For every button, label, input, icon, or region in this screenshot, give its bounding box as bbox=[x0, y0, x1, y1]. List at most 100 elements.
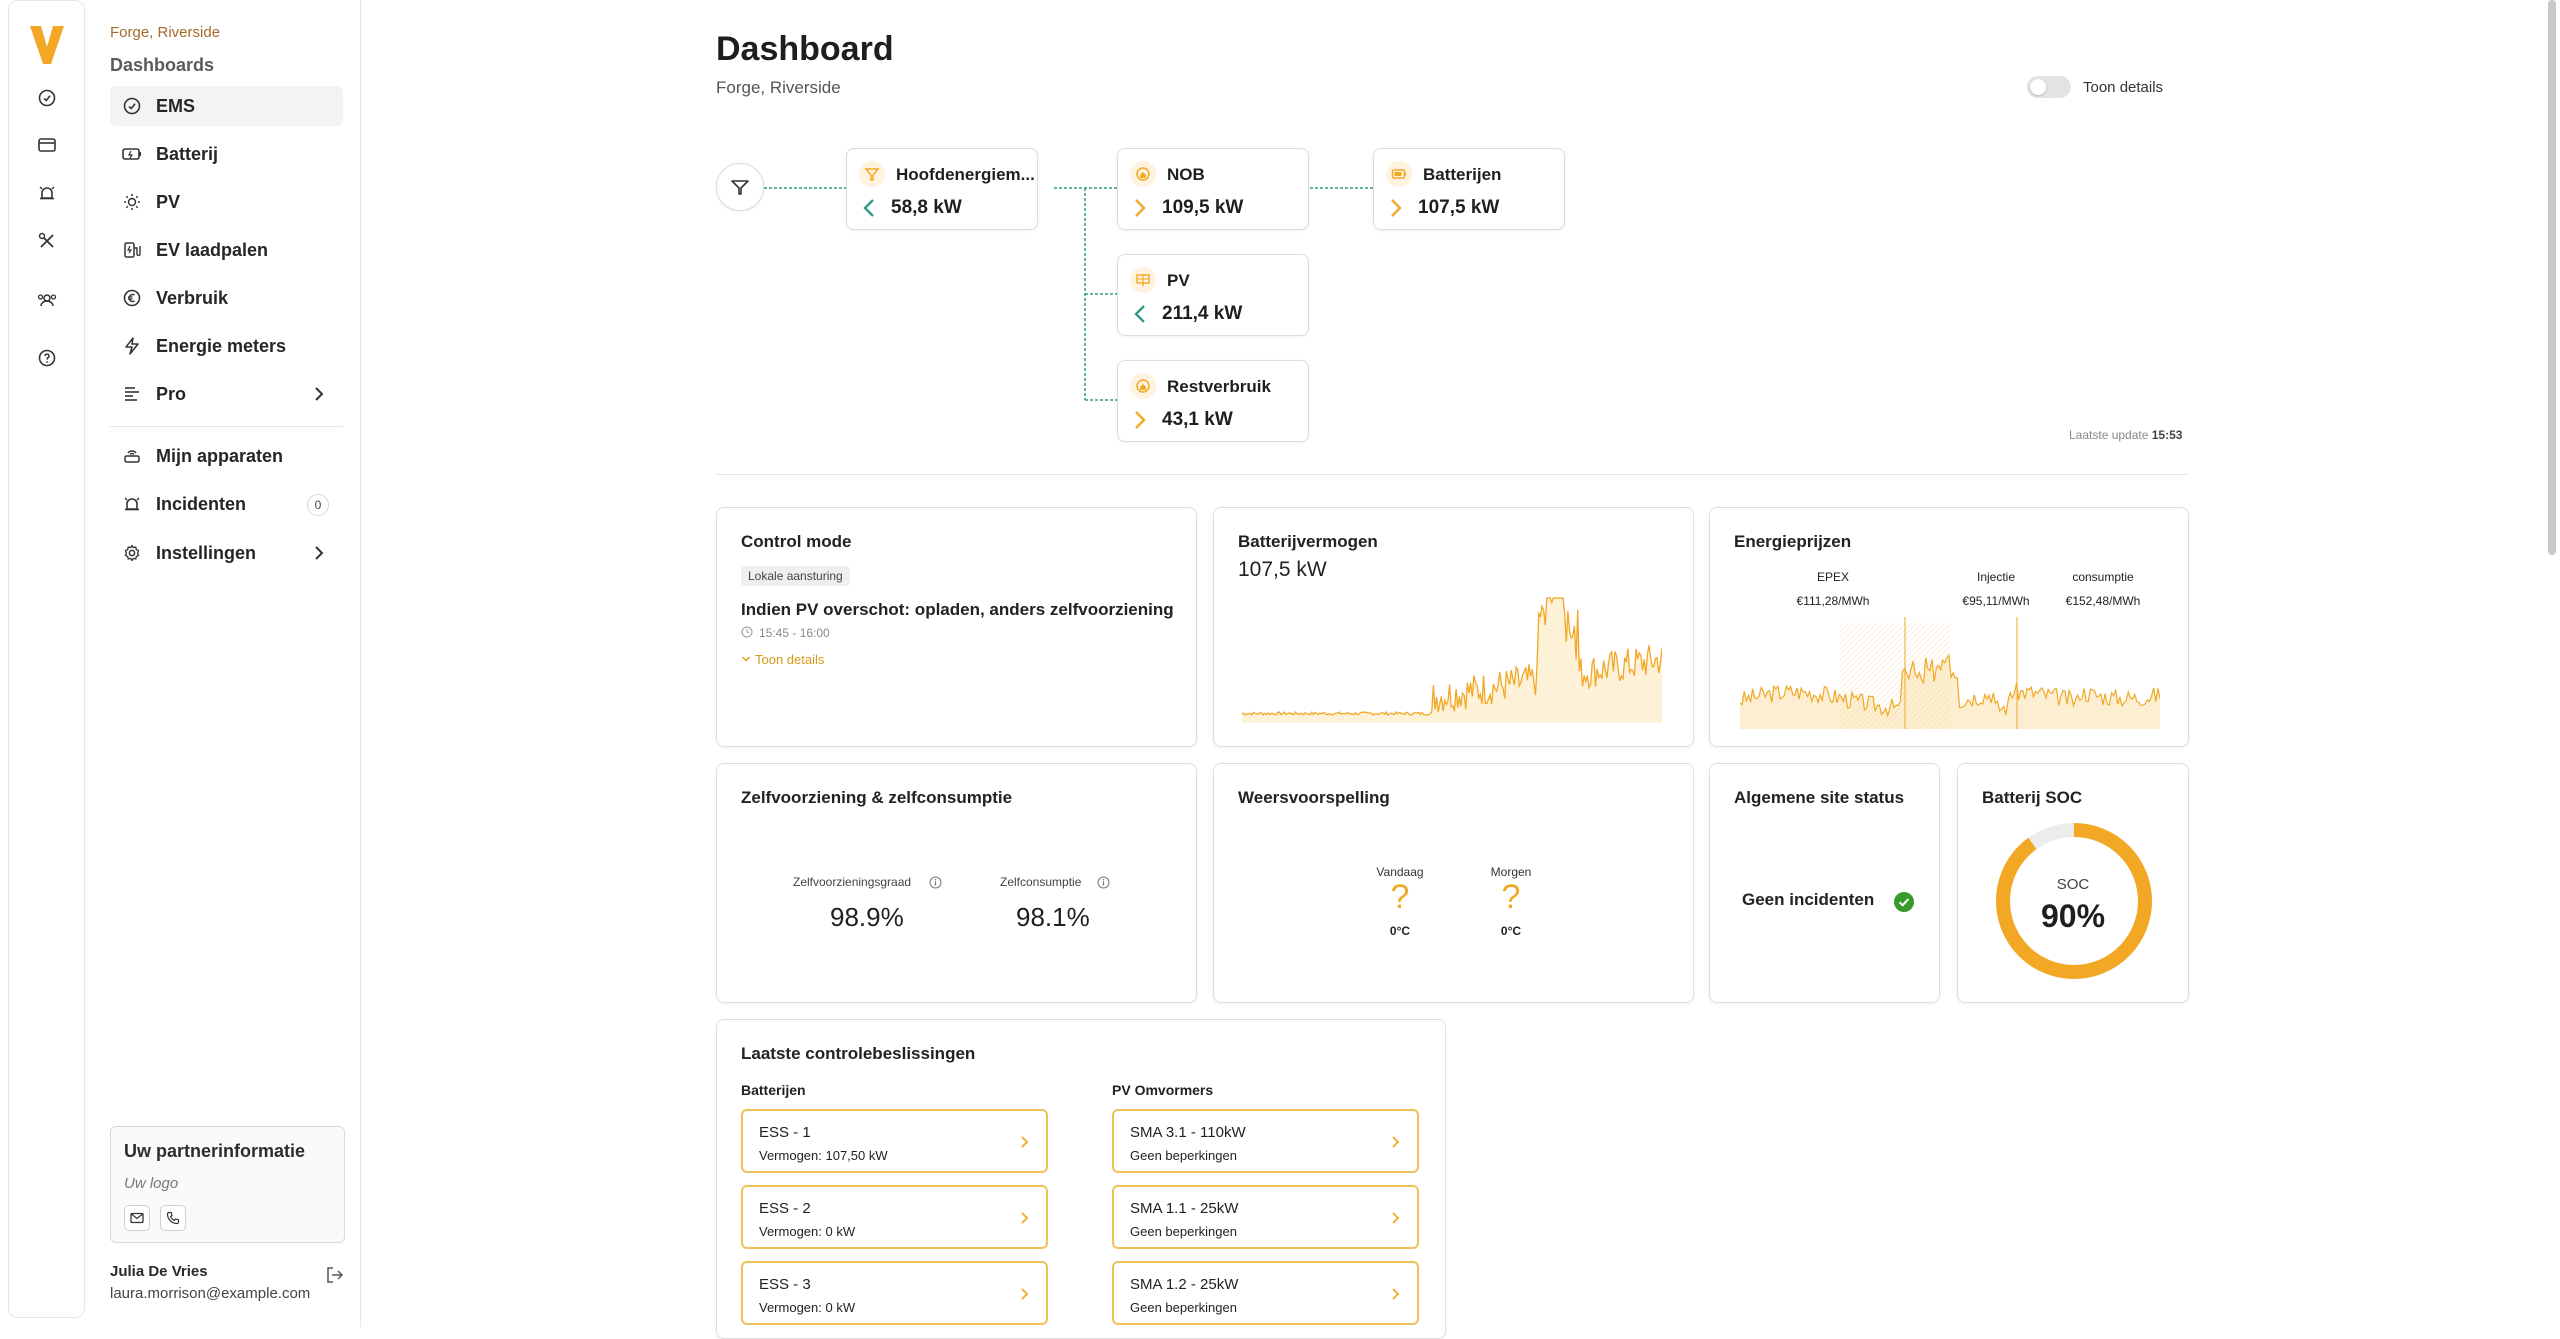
flow-node-title: NOB bbox=[1167, 165, 1205, 184]
flow-node-hoofdenergiemeter[interactable]: Hoofdenergiem... 58,8 kW bbox=[846, 148, 1038, 230]
battery-power-value: 107,5 kW bbox=[1238, 558, 1327, 581]
section-divider bbox=[716, 474, 2188, 475]
partner-info-card: Uw partnerinformatie Uw logo bbox=[110, 1126, 345, 1243]
last-update-label: Laatste update bbox=[2069, 428, 2149, 442]
decision-item-sma-1-1[interactable]: SMA 1.1 - 25kW Geen beperkingen bbox=[1112, 1185, 1419, 1249]
solar-panel-icon bbox=[1130, 267, 1156, 293]
arrow-right-icon bbox=[1135, 411, 1146, 429]
decision-name: ESS - 1 bbox=[759, 1124, 811, 1141]
decision-item-ess-2[interactable]: ESS - 2 Vermogen: 0 kW bbox=[741, 1185, 1048, 1249]
chevron-right-icon bbox=[1392, 1288, 1400, 1300]
flow-node-batterijen[interactable]: Batterijen 107,5 kW bbox=[1373, 148, 1565, 230]
tools-icon[interactable] bbox=[36, 230, 58, 252]
dashboard-icon[interactable] bbox=[36, 87, 58, 109]
battery-soc-card: Batterij SOC SOC 90% bbox=[1957, 763, 2189, 1003]
decision-item-sma-1-2[interactable]: SMA 1.2 - 25kW Geen beperkingen bbox=[1112, 1261, 1419, 1325]
nav-divider bbox=[110, 426, 343, 427]
decision-name: SMA 1.2 - 25kW bbox=[1130, 1276, 1239, 1293]
clock-icon bbox=[741, 626, 753, 638]
icon-rail bbox=[8, 0, 85, 1318]
flow-node-pv[interactable]: PV 211,4 kW bbox=[1117, 254, 1309, 336]
last-update-time: 15:53 bbox=[2151, 428, 2183, 442]
injectie-value: €95,11/MWh bbox=[1962, 594, 2030, 608]
arrow-right-icon bbox=[1391, 199, 1402, 217]
decision-detail: Geen beperkingen bbox=[1130, 1300, 1237, 1315]
nav-item-label: Incidenten bbox=[156, 493, 247, 514]
decision-item-ess-3[interactable]: ESS - 3 Vermogen: 0 kW bbox=[741, 1261, 1048, 1325]
weather-unknown-icon: ? bbox=[1390, 878, 1410, 916]
nav-item-verbruik[interactable]: Verbruik bbox=[110, 278, 343, 318]
chevron-right-icon bbox=[1021, 1288, 1029, 1300]
site-status-card: Algemene site status Geen incidenten bbox=[1709, 763, 1940, 1003]
decision-name: ESS - 2 bbox=[759, 1200, 811, 1217]
gear-icon bbox=[122, 543, 142, 563]
decision-detail: Vermogen: 0 kW bbox=[759, 1224, 856, 1239]
pv-inverters-subtitle: PV Omvormers bbox=[1112, 1082, 1214, 1098]
last-update: Laatste update 15:53 bbox=[2069, 428, 2182, 442]
battery-icon bbox=[1386, 161, 1412, 187]
sun-icon bbox=[122, 192, 142, 212]
nav-item-mijn-apparaten[interactable]: Mijn apparaten bbox=[110, 436, 343, 476]
decision-detail: Geen beperkingen bbox=[1130, 1148, 1237, 1163]
chevron-right-icon bbox=[1021, 1212, 1029, 1224]
page-scrollbar[interactable] bbox=[2548, 0, 2556, 555]
decision-item-sma-3-1[interactable]: SMA 3.1 - 110kW Geen beperkingen bbox=[1112, 1109, 1419, 1173]
chevron-right-icon bbox=[1021, 1136, 1029, 1148]
flow-node-title: Batterijen bbox=[1423, 165, 1502, 184]
team-icon[interactable] bbox=[36, 289, 58, 311]
decision-name: ESS - 3 bbox=[759, 1276, 811, 1293]
nav-item-incidenten[interactable]: Incidenten 0 bbox=[110, 484, 343, 524]
mail-icon[interactable] bbox=[124, 1205, 150, 1231]
info-icon[interactable] bbox=[1097, 876, 1110, 889]
chevron-right-icon bbox=[315, 387, 324, 401]
grid-connection-icon[interactable] bbox=[716, 163, 764, 211]
energy-prices-card: Energieprijzen EPEX €111,28/MWh Injectie… bbox=[1709, 507, 2189, 747]
batteries-subtitle: Batterijen bbox=[741, 1082, 806, 1098]
weather-card: Weersvoorspelling Vandaag ? 0°C Morgen ?… bbox=[1213, 763, 1694, 1003]
info-icon[interactable] bbox=[929, 876, 942, 889]
card-title: Weersvoorspelling bbox=[1238, 788, 1390, 807]
soc-gauge bbox=[1996, 823, 2152, 979]
chevron-right-icon bbox=[1392, 1212, 1400, 1224]
nav-item-ev-laadpalen[interactable]: EV laadpalen bbox=[110, 230, 343, 270]
details-toggle[interactable] bbox=[2027, 76, 2071, 98]
card-title: Batterijvermogen bbox=[1238, 532, 1378, 551]
euro-icon bbox=[122, 288, 142, 308]
flow-node-nob[interactable]: NOB 109,5 kW bbox=[1117, 148, 1309, 230]
card-title: Algemene site status bbox=[1734, 788, 1905, 807]
nav-item-label: PV bbox=[156, 191, 181, 212]
site-status-text: Geen incidenten bbox=[1742, 890, 1875, 909]
nav-item-ems[interactable]: EMS bbox=[110, 86, 343, 126]
ev-charger-icon bbox=[122, 240, 142, 260]
nav-site-name[interactable]: Forge, Riverside bbox=[110, 24, 221, 41]
help-icon[interactable] bbox=[36, 347, 58, 369]
logout-icon[interactable] bbox=[325, 1265, 345, 1285]
nav-group-title: Dashboards bbox=[110, 55, 215, 75]
flow-connectors bbox=[764, 187, 1373, 401]
soc-value: 90% bbox=[2040, 898, 2106, 934]
nav-item-pv[interactable]: PV bbox=[110, 182, 343, 222]
flow-node-title: Hoofdenergiem... bbox=[896, 165, 1035, 184]
nav-item-energie-meters[interactable]: Energie meters bbox=[110, 326, 343, 366]
phone-icon[interactable] bbox=[160, 1205, 186, 1231]
nav-item-pro[interactable]: Pro bbox=[110, 374, 343, 414]
flow-node-title: PV bbox=[1167, 271, 1190, 290]
house-icon bbox=[1130, 373, 1156, 399]
consumptie-value: €152,48/MWh bbox=[2065, 594, 2141, 608]
flow-node-restverbruik[interactable]: Restverbruik 43,1 kW bbox=[1117, 360, 1309, 442]
decision-name: SMA 1.1 - 25kW bbox=[1130, 1200, 1239, 1217]
chevron-right-icon bbox=[1392, 1136, 1400, 1148]
card-title: Energieprijzen bbox=[1734, 532, 1852, 551]
nav-item-label: EMS bbox=[156, 95, 196, 116]
nav-item-batterij[interactable]: Batterij bbox=[110, 134, 343, 174]
energy-prices-chart bbox=[1740, 617, 2160, 729]
folder-icon[interactable] bbox=[36, 134, 58, 156]
battery-power-sparkline bbox=[1242, 597, 1662, 723]
nav-item-label: Instellingen bbox=[156, 542, 257, 563]
nav-item-instellingen[interactable]: Instellingen bbox=[110, 533, 343, 573]
flow-node-value: 58,8 kW bbox=[891, 197, 962, 218]
card-title: Laatste controlebeslissingen bbox=[741, 1044, 976, 1063]
alarm-icon[interactable] bbox=[36, 182, 58, 204]
decision-item-ess-1[interactable]: ESS - 1 Vermogen: 107,50 kW bbox=[741, 1109, 1048, 1173]
control-mode-details-link[interactable]: Toon details bbox=[755, 652, 825, 667]
